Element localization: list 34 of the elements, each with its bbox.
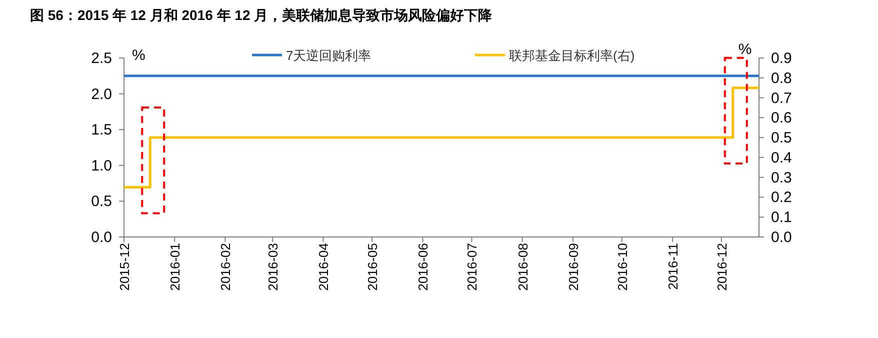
y-tick-label: 0.0 [91,229,112,246]
y2-tick-label: 0.7 [771,90,792,107]
y2-tick-label: 0.5 [771,130,792,147]
y-tick-label: 2.5 [91,50,112,67]
x-tick-label: 2015-12 [117,243,132,291]
y-tick-label: 2.0 [91,86,112,103]
y-tick-label: 1.0 [91,157,112,174]
x-tick-label: 2016-02 [218,243,234,291]
x-tick-label: 2016-09 [566,243,581,291]
legend-label: 7天逆回购利率 [286,48,372,63]
x-tick-label: 2016-12 [714,243,730,291]
y2-tick-label: 0.0 [771,229,792,246]
x-tick-label: 2016-05 [365,243,380,291]
y2-axis-title: % [738,41,752,58]
y-axis-title: % [132,47,146,64]
title: 图 56：2015 年 12 月和 2016 年 12 月，美联储加息导致市场风险偏好下降 [30,7,492,23]
y2-tick-label: 0.4 [771,149,792,166]
legend-label: 联邦基金目标利率(右) [509,48,635,63]
y2-tick-label: 0.9 [771,50,792,67]
y2-tick-label: 0.8 [771,70,792,87]
y2-tick-label: 0.2 [771,189,792,206]
x-tick-label: 2016-01 [168,243,183,291]
x-tick-label: 2016-11 [665,243,680,290]
y2-tick-label: 0.3 [771,169,792,186]
x-tick-label: 2016-04 [316,243,332,291]
y-tick-label: 0.5 [91,193,112,210]
x-tick-label: 2016-06 [416,243,431,291]
x-tick-label: 2016-07 [464,243,480,291]
x-tick-label: 2016-10 [614,243,630,291]
x-tick-label: 2016-08 [515,243,530,291]
y-tick-label: 1.5 [91,122,112,139]
x-tick-label: 2016-03 [266,243,281,291]
y2-tick-label: 0.6 [771,110,792,127]
y2-tick-label: 0.1 [771,209,792,226]
